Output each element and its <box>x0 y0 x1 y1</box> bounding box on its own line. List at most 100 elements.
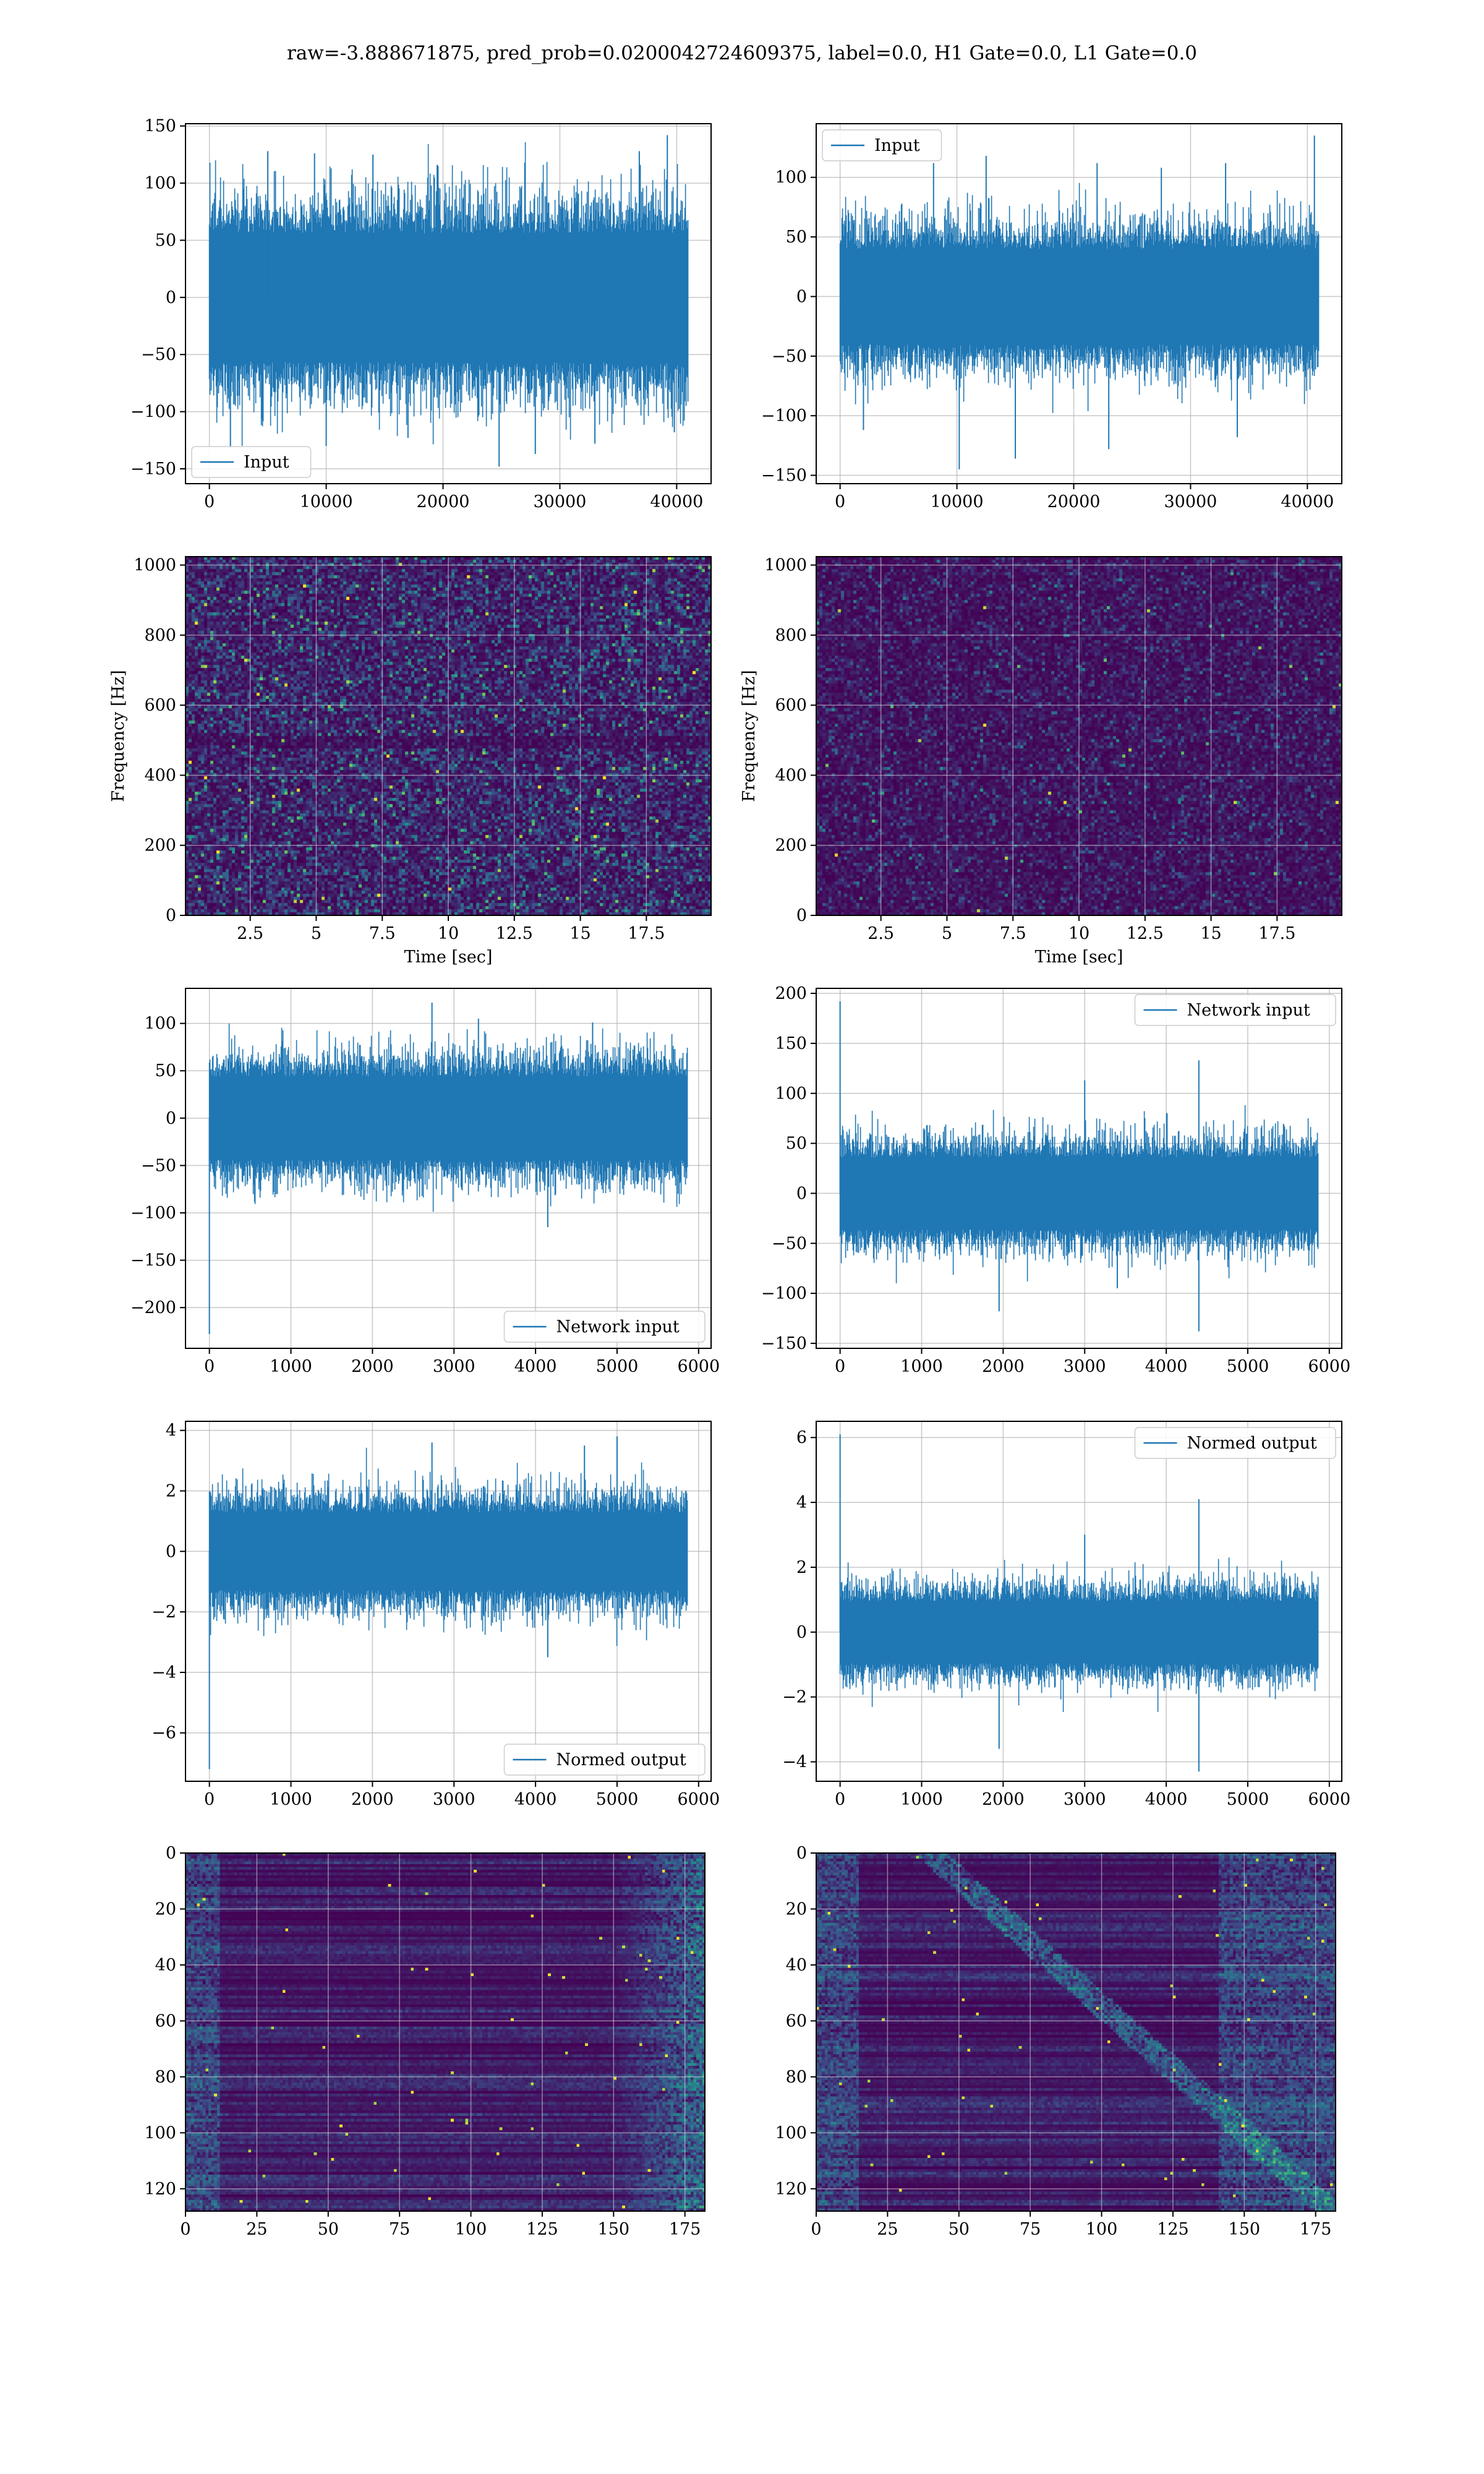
y-tick-label: 0 <box>166 288 176 307</box>
x-tick-label: 40000 <box>650 492 703 511</box>
y-tick-label: 4 <box>166 1421 176 1440</box>
x-tick-label: 0 <box>835 1357 845 1376</box>
x-tick-label: 125 <box>526 2220 558 2239</box>
y-tick-label: −100 <box>761 406 807 426</box>
y-tick-label: 0 <box>796 1844 807 1863</box>
y-tick-label: 0 <box>166 1109 176 1128</box>
legend-label: Normed output <box>1187 1434 1317 1453</box>
y-tick-label: 6 <box>796 1428 807 1447</box>
x-tick-label: 0 <box>204 1357 215 1376</box>
legend-label: Input <box>874 136 920 155</box>
chart-feature-map-l1: 0 25 50 75 100 125 150 175 0 20 40 60 80 100 120 <box>775 1844 1336 2239</box>
y-tick-label: 100 <box>144 1014 176 1034</box>
y-tick-label: −50 <box>772 1234 807 1253</box>
x-tick-label: 0 <box>835 492 845 511</box>
legend-box <box>503 1311 706 1343</box>
y-tick-label: 0 <box>166 1542 176 1561</box>
y-tick-label: 0 <box>796 1623 807 1642</box>
legend-box <box>822 129 942 161</box>
series-line-network-input-h1 <box>208 1023 688 1212</box>
x-tick-label: 10000 <box>300 492 353 511</box>
x-tick-label: 1000 <box>270 1357 312 1376</box>
y-tick-label: 50 <box>786 228 807 247</box>
x-axis-label: Time [sec] <box>404 948 493 967</box>
x-tick-label: 20000 <box>1047 492 1101 511</box>
legend-label: Normed output <box>556 1750 686 1770</box>
y-tick-label: 1000 <box>134 556 176 575</box>
x-tick-label: 6000 <box>677 1357 720 1376</box>
x-tick-label: 17.5 <box>628 924 665 943</box>
y-tick-label: −4 <box>782 1753 807 1772</box>
series-line-normed-output-h1 <box>208 1447 688 1646</box>
legend: Input <box>191 446 312 478</box>
x-tick-label: 5000 <box>1227 1790 1269 1809</box>
plot-frame <box>185 1421 712 1782</box>
x-tick-label: 3000 <box>433 1790 475 1809</box>
y-tick-label: 800 <box>775 626 807 645</box>
legend-box <box>1134 994 1336 1026</box>
x-tick-label: 10000 <box>931 492 984 511</box>
spectrogram-image <box>816 557 1342 915</box>
x-tick-label: 1000 <box>270 1790 312 1809</box>
x-tick-label: 5000 <box>1227 1357 1269 1376</box>
y-tick-label: 40 <box>155 1956 176 1975</box>
y-tick-label: −200 <box>130 1298 176 1317</box>
y-tick-label: 100 <box>144 2123 176 2142</box>
x-tick-label: 20000 <box>417 492 470 511</box>
x-tick-label: 5 <box>311 924 322 943</box>
x-tick-label: 4000 <box>514 1790 557 1809</box>
x-tick-label: 10 <box>1068 924 1090 943</box>
legend-box <box>1134 1427 1336 1459</box>
x-tick-label: 10 <box>438 924 459 943</box>
y-tick-label: 400 <box>775 766 807 785</box>
x-tick-label: 0 <box>811 2220 821 2239</box>
y-tick-label: 400 <box>144 766 176 785</box>
y-tick-label: 0 <box>796 906 807 925</box>
y-tick-label: 100 <box>775 1084 807 1103</box>
x-tick-label: 40000 <box>1281 492 1334 511</box>
x-tick-label: 2000 <box>982 1790 1025 1809</box>
y-tick-label: 200 <box>775 984 807 1003</box>
y-tick-label: 100 <box>775 168 807 187</box>
x-tick-label: 175 <box>669 2220 701 2239</box>
y-tick-label: 0 <box>796 287 807 306</box>
series-line-input-h1 <box>208 142 689 446</box>
y-tick-label: 40 <box>786 1956 807 1975</box>
y-tick-label: 120 <box>144 2180 176 2199</box>
y-tick-label: 200 <box>144 836 176 855</box>
legend: Normed output <box>1134 1427 1336 1459</box>
x-tick-label: 0 <box>204 1790 215 1809</box>
y-tick-label: 50 <box>155 231 176 250</box>
y-tick-label: 150 <box>144 117 176 136</box>
y-tick-label: 50 <box>786 1134 807 1154</box>
y-tick-label: −100 <box>130 1204 176 1223</box>
x-tick-label: 2000 <box>351 1790 394 1809</box>
chart-normed-output-l1: 0 1000 2000 3000 4000 5000 6000 −4 −2 0 2 4 6 Normed … <box>782 1421 1350 1809</box>
y-tick-label: −50 <box>141 1156 176 1175</box>
chart-input-l1: 0 10000 20000 30000 40000 −150 −100 −50 0 50 100 In… <box>761 123 1342 511</box>
y-tick-label: 800 <box>144 626 176 645</box>
plot-frame <box>185 988 712 1349</box>
x-tick-label: 100 <box>455 2220 487 2239</box>
x-tick-label: 2.5 <box>868 924 894 943</box>
x-tick-label: 100 <box>1086 2220 1118 2239</box>
plot-frame <box>816 1852 1336 2212</box>
x-tick-label: 12.5 <box>496 924 533 943</box>
chart-spectrogram-h1: 2.5 5 7.5 10 12.5 15 17.5 0 200 400 600 800 1000 Time… <box>109 556 712 967</box>
x-tick-label: 75 <box>389 2220 410 2239</box>
plot-frame <box>185 123 712 484</box>
y-tick-label: 60 <box>155 2011 176 2031</box>
chart-normed-output-h1: 0 1000 2000 3000 4000 5000 6000 −6 −4 −2 0 2 4 Normed… <box>151 1421 720 1809</box>
x-tick-label: 2000 <box>982 1357 1025 1376</box>
y-tick-label: 4 <box>796 1493 807 1512</box>
legend: Normed output <box>503 1744 706 1776</box>
x-tick-label: 0 <box>835 1790 845 1809</box>
y-axis-label: Frequency [Hz] <box>740 670 759 802</box>
legend-box <box>191 446 312 478</box>
y-tick-label: −150 <box>130 460 176 479</box>
x-tick-label: 30000 <box>533 492 586 511</box>
x-tick-label: 6000 <box>677 1790 720 1809</box>
x-tick-label: 17.5 <box>1258 924 1295 943</box>
x-tick-label: 12.5 <box>1127 924 1164 943</box>
plot-frame <box>816 123 1342 484</box>
